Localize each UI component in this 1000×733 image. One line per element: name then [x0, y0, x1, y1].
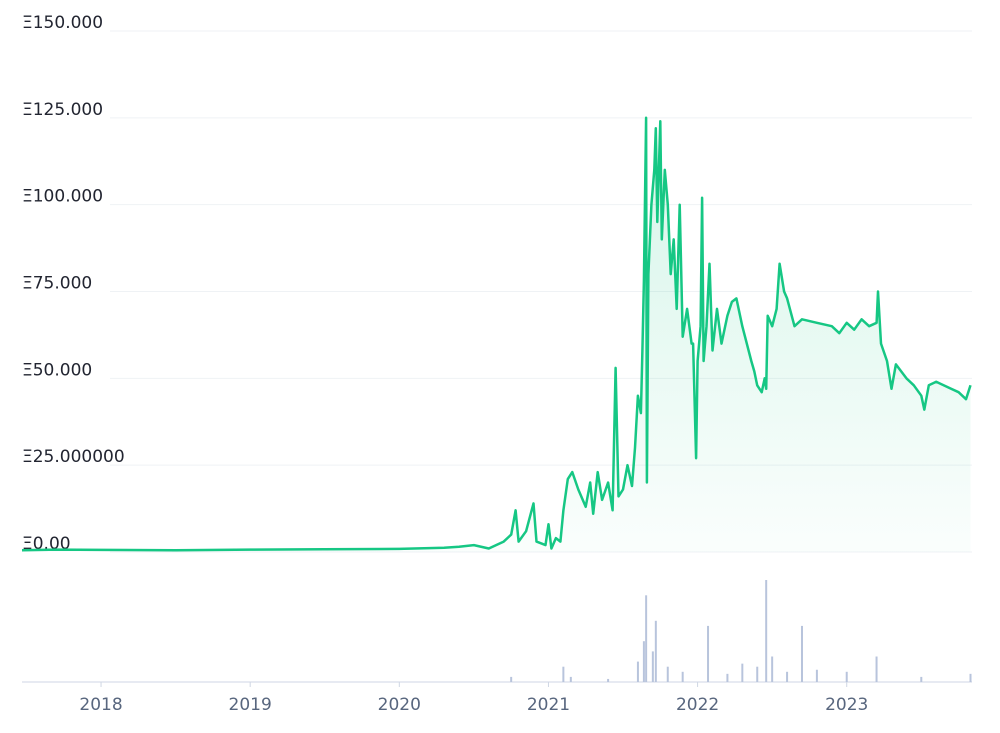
- x-tick-label: 2020: [378, 695, 421, 715]
- volume-bar: [569, 676, 572, 682]
- volume-bar: [765, 580, 768, 682]
- x-tick-label: 2018: [79, 695, 122, 715]
- volume-bar: [815, 669, 818, 682]
- y-tick-label: Ξ25.000000: [22, 447, 125, 467]
- x-tick-label: 2023: [825, 695, 868, 715]
- volume-bar: [636, 661, 639, 682]
- price-area: [22, 117, 971, 553]
- y-tick-label: Ξ75.000: [22, 274, 92, 294]
- volume-bar: [845, 671, 848, 682]
- y-tick-label: Ξ150.000: [22, 13, 103, 33]
- y-tick-label: Ξ100.000: [22, 187, 103, 207]
- y-tick-label: Ξ50.000: [22, 360, 92, 380]
- volume-bar: [786, 671, 789, 682]
- volume-bar: [771, 656, 774, 682]
- volume-bar: [666, 666, 669, 682]
- volume-bar: [875, 656, 878, 682]
- x-tick-label: 2022: [676, 695, 719, 715]
- x-tick-label: 2019: [229, 695, 272, 715]
- volume-bar: [562, 666, 565, 682]
- volume-bar: [800, 625, 803, 682]
- volume-bar: [756, 666, 759, 682]
- volume-bar: [645, 595, 648, 682]
- y-tick-label: Ξ125.000: [22, 100, 103, 120]
- volume-bar: [642, 641, 645, 682]
- volume-bar: [607, 678, 610, 682]
- price-line: [21, 116, 972, 552]
- volume-bar: [707, 625, 710, 682]
- volume-bar: [681, 671, 684, 682]
- volume-bar: [741, 663, 744, 682]
- volume-bar: [654, 620, 657, 682]
- x-tick-label: 2021: [527, 695, 570, 715]
- volume-bar: [651, 651, 654, 682]
- volume-bar: [969, 673, 972, 682]
- volume-bar: [726, 673, 729, 682]
- volume-bar: [920, 676, 923, 682]
- volume-bar: [510, 676, 513, 682]
